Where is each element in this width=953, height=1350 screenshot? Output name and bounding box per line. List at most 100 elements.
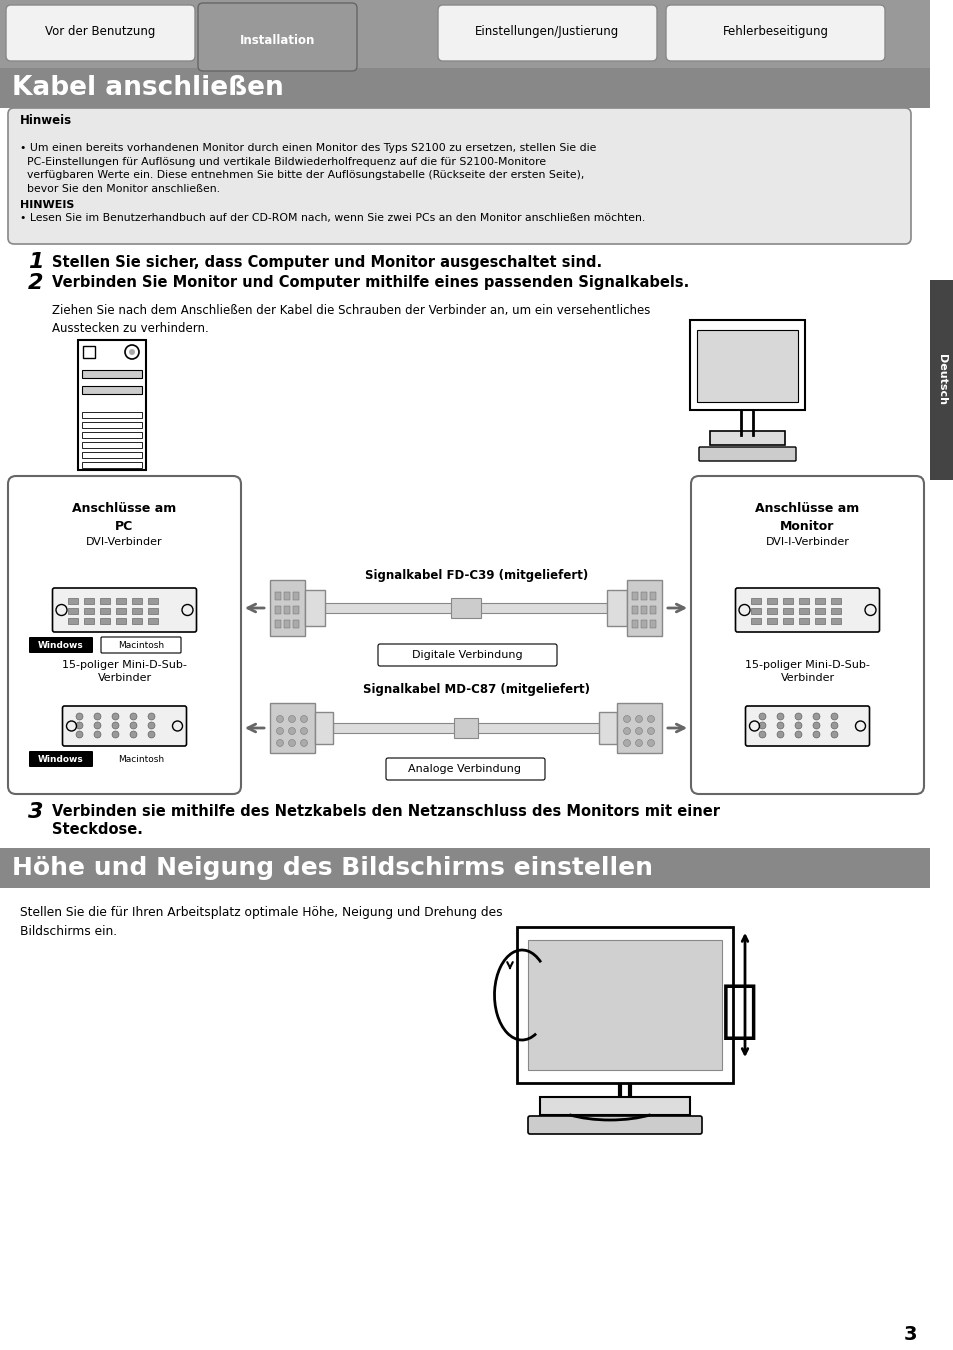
Text: 15-poliger Mini-D-Sub-
Verbinder: 15-poliger Mini-D-Sub- Verbinder xyxy=(744,660,869,683)
Bar xyxy=(284,606,290,614)
Text: Deutsch: Deutsch xyxy=(936,355,946,405)
Circle shape xyxy=(112,730,119,738)
FancyBboxPatch shape xyxy=(626,580,661,636)
Circle shape xyxy=(276,716,283,722)
FancyBboxPatch shape xyxy=(6,5,194,61)
Bar xyxy=(284,620,290,628)
Text: 1: 1 xyxy=(28,252,44,271)
Bar xyxy=(82,412,142,418)
FancyBboxPatch shape xyxy=(437,5,657,61)
Circle shape xyxy=(794,730,801,738)
Bar xyxy=(132,608,142,614)
Text: Steckdose.: Steckdose. xyxy=(52,822,143,837)
Circle shape xyxy=(112,722,119,729)
Circle shape xyxy=(623,740,630,747)
Text: Analoge Verbindung: Analoge Verbindung xyxy=(408,764,521,774)
Circle shape xyxy=(94,713,101,720)
Text: Monitor: Monitor xyxy=(780,520,834,532)
FancyBboxPatch shape xyxy=(8,108,910,244)
Bar xyxy=(82,452,142,458)
Bar xyxy=(767,618,777,624)
Bar xyxy=(293,620,298,628)
Bar xyxy=(0,68,929,108)
Bar xyxy=(274,620,281,628)
Circle shape xyxy=(94,722,101,729)
Circle shape xyxy=(148,730,154,738)
Bar xyxy=(85,598,94,603)
Bar xyxy=(149,598,158,603)
Text: Stellen Sie die für Ihren Arbeitsplatz optimale Höhe, Neigung und Drehung des
Bi: Stellen Sie die für Ihren Arbeitsplatz o… xyxy=(20,906,502,938)
Bar xyxy=(451,598,480,618)
FancyBboxPatch shape xyxy=(270,580,305,636)
Bar xyxy=(631,620,638,628)
Bar xyxy=(751,608,760,614)
Bar xyxy=(815,598,824,603)
Text: Höhe und Neigung des Bildschirms einstellen: Höhe und Neigung des Bildschirms einstel… xyxy=(12,856,652,880)
Text: Fehlerbeseitigung: Fehlerbeseitigung xyxy=(721,26,827,39)
Bar xyxy=(767,598,777,603)
Bar xyxy=(831,608,841,614)
FancyBboxPatch shape xyxy=(699,447,795,460)
Text: Signalkabel MD-C87 (mitgeliefert): Signalkabel MD-C87 (mitgeliefert) xyxy=(363,683,590,697)
Bar xyxy=(132,618,142,624)
FancyBboxPatch shape xyxy=(517,927,732,1083)
Bar xyxy=(82,462,142,468)
Circle shape xyxy=(830,722,837,729)
Circle shape xyxy=(276,728,283,734)
Bar xyxy=(293,593,298,599)
Text: Einstellungen/Justierung: Einstellungen/Justierung xyxy=(475,26,619,39)
Bar xyxy=(69,618,78,624)
Text: HINWEIS: HINWEIS xyxy=(20,200,74,211)
Bar xyxy=(640,606,646,614)
FancyBboxPatch shape xyxy=(606,590,626,626)
Circle shape xyxy=(635,740,641,747)
Text: Verbinden Sie Monitor und Computer mithilfe eines passenden Signalkabels.: Verbinden Sie Monitor und Computer mithi… xyxy=(52,275,688,290)
Circle shape xyxy=(794,722,801,729)
Circle shape xyxy=(130,713,137,720)
Bar xyxy=(751,618,760,624)
FancyBboxPatch shape xyxy=(665,5,884,61)
Circle shape xyxy=(794,713,801,720)
Bar xyxy=(454,718,477,738)
Bar xyxy=(0,0,929,70)
Text: Digitale Verbindung: Digitale Verbindung xyxy=(412,649,521,660)
Circle shape xyxy=(759,713,765,720)
Bar xyxy=(325,603,606,613)
Text: DVI-Verbinder: DVI-Verbinder xyxy=(86,537,163,547)
FancyBboxPatch shape xyxy=(101,637,181,653)
Circle shape xyxy=(647,740,654,747)
Circle shape xyxy=(288,716,295,722)
Circle shape xyxy=(300,728,307,734)
Circle shape xyxy=(812,730,820,738)
Text: Verbinden sie mithilfe des Netzkabels den Netzanschluss des Monitors mit einer: Verbinden sie mithilfe des Netzkabels de… xyxy=(52,805,720,819)
Bar xyxy=(284,593,290,599)
Text: Macintosh: Macintosh xyxy=(118,755,164,764)
Circle shape xyxy=(129,350,135,355)
Bar xyxy=(83,346,95,358)
Bar xyxy=(929,279,953,481)
Circle shape xyxy=(623,728,630,734)
Circle shape xyxy=(112,713,119,720)
Bar xyxy=(649,620,656,628)
Text: Kabel anschließen: Kabel anschließen xyxy=(12,76,283,101)
Circle shape xyxy=(647,728,654,734)
Bar xyxy=(640,593,646,599)
Bar xyxy=(274,593,281,599)
Circle shape xyxy=(776,713,783,720)
FancyBboxPatch shape xyxy=(386,757,544,780)
Text: • Um einen bereits vorhandenen Monitor durch einen Monitor des Typs S2100 zu ers: • Um einen bereits vorhandenen Monitor d… xyxy=(20,143,596,194)
Text: Hinweis: Hinweis xyxy=(20,113,72,127)
Bar xyxy=(782,618,793,624)
FancyBboxPatch shape xyxy=(78,340,146,470)
Bar xyxy=(69,608,78,614)
Text: 3: 3 xyxy=(902,1326,916,1345)
Text: Windows: Windows xyxy=(38,640,84,649)
FancyBboxPatch shape xyxy=(52,589,196,632)
Circle shape xyxy=(830,730,837,738)
Circle shape xyxy=(635,728,641,734)
Text: Installation: Installation xyxy=(239,34,314,46)
Circle shape xyxy=(776,722,783,729)
Bar xyxy=(69,598,78,603)
Bar xyxy=(82,370,142,378)
FancyBboxPatch shape xyxy=(539,1098,689,1115)
